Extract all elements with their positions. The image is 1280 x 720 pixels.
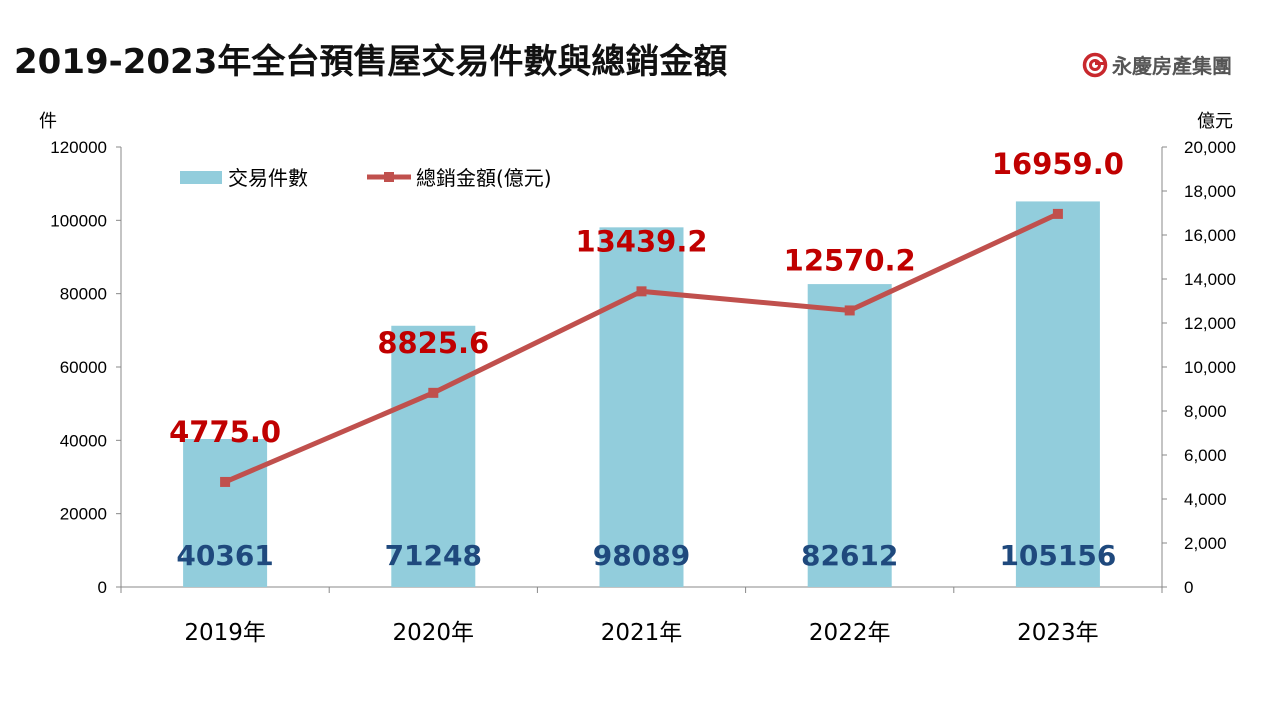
line-data-label: 12570.2: [784, 243, 916, 277]
left-tick-label: 60000: [60, 358, 107, 377]
line-data-label: 13439.2: [575, 224, 707, 258]
legend-line-label: 總銷金額(億元): [416, 166, 552, 190]
right-tick-label: 4,000: [1184, 490, 1227, 509]
line-marker: [844, 305, 855, 316]
line-marker: [1052, 208, 1063, 219]
right-tick-label: 20,000: [1184, 138, 1236, 157]
bar: [391, 325, 476, 587]
x-tick-label: 2023年: [1017, 620, 1099, 646]
bar: [183, 439, 268, 587]
x-tick-label: 2019年: [184, 620, 266, 646]
x-tick-label: 2020年: [393, 620, 475, 646]
left-tick-label: 40000: [60, 431, 107, 450]
legend-bar-swatch: [180, 171, 222, 184]
left-tick-label: 120000: [50, 138, 107, 157]
bar: [599, 227, 684, 587]
legend-bar-label: 交易件數: [228, 166, 308, 190]
bar-data-label: 40361: [176, 539, 273, 572]
line-marker: [636, 286, 647, 297]
right-tick-label: 12,000: [1184, 314, 1236, 333]
chart-title: 2019-2023年全台預售屋交易件數與總銷金額: [14, 42, 728, 82]
right-tick-label: 0: [1184, 578, 1193, 597]
right-tick-label: 2,000: [1184, 534, 1227, 553]
logo-icon: [1082, 52, 1108, 77]
right-tick-label: 18,000: [1184, 182, 1236, 201]
line-marker: [428, 387, 439, 398]
right-tick-label: 6,000: [1184, 446, 1227, 465]
left-tick-label: 0: [98, 578, 107, 597]
bar-data-label: 105156: [999, 539, 1116, 572]
x-tick-label: 2022年: [809, 620, 891, 646]
right-axis-label: 億元: [1197, 111, 1233, 132]
bar: [1015, 201, 1100, 588]
left-tick-label: 80000: [60, 285, 107, 304]
line-data-label: 8825.6: [377, 326, 489, 360]
bar-data-label: 98089: [593, 539, 690, 572]
line-data-label: 16959.0: [992, 147, 1124, 181]
bar-data-label: 71248: [385, 539, 482, 572]
right-tick-label: 8,000: [1184, 402, 1227, 421]
legend-line-marker: [384, 172, 394, 182]
logo-text: 永慶房產集團: [1112, 54, 1232, 78]
right-tick-label: 16,000: [1184, 226, 1236, 245]
right-tick-label: 14,000: [1184, 270, 1236, 289]
left-axis-label: 件: [39, 111, 57, 132]
right-tick-label: 10,000: [1184, 358, 1236, 377]
left-tick-label: 20000: [60, 505, 107, 524]
x-tick-label: 2021年: [601, 620, 683, 646]
bar: [807, 284, 892, 587]
left-tick-label: 100000: [50, 211, 107, 230]
line-marker: [220, 476, 231, 487]
line-data-label: 4775.0: [169, 415, 281, 449]
company-logo: 永慶房產集團: [1082, 50, 1232, 79]
bar-data-label: 82612: [801, 539, 898, 572]
